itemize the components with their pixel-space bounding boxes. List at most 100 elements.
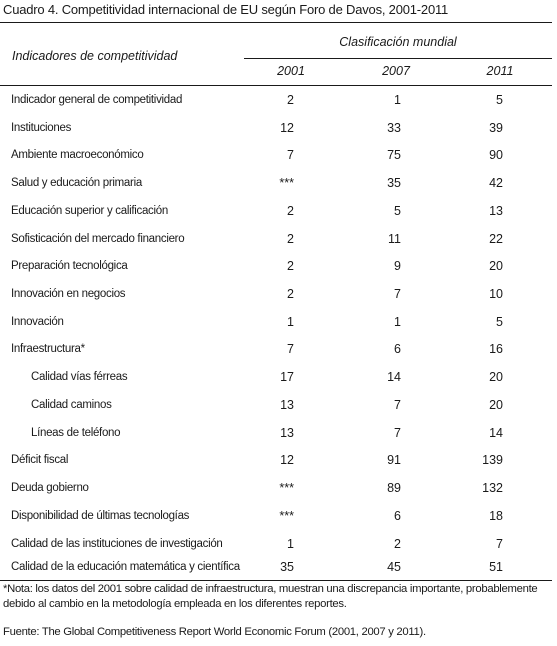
cell-2011: 20 [489,259,503,274]
cell-2001: 2 [287,203,294,218]
cell-2011: 39 [489,120,503,135]
cell-2007: 5 [394,203,401,218]
table-row: Instituciones 12 33 39 [0,116,552,144]
row-label: Calidad de la educación matemática y cie… [11,561,240,574]
year-header-2011: 2011 [486,64,514,78]
cell-2007: 14 [387,370,401,385]
table-row: Líneas de teléfono 13 7 14 [0,421,552,449]
cell-2011: 90 [489,148,503,163]
table-row: Infraestructura* 7 6 16 [0,337,552,365]
table-row: Innovación 1 1 5 [0,310,552,338]
cell-2001: 12 [280,120,294,135]
cell-2001: 2 [287,259,294,274]
table-body: Indicador general de competitividad 2 1 5 In… [0,88,552,587]
table-row: Calidad caminos 13 7 20 [0,393,552,421]
cell-2011: 22 [489,231,503,246]
table-row: Deuda gobierno *** 89 132 [0,476,552,504]
row-label: Disponibilidad de últimas tecnologías [11,509,190,522]
cell-2011: 5 [496,93,503,107]
cell-2001: 2 [287,231,294,246]
row-label: Líneas de teléfono [31,426,121,439]
table-row: Calidad vías férreas 17 14 20 [0,365,552,393]
row-label: Instituciones [11,121,72,134]
cell-2001: 1 [287,536,294,551]
top-rule [0,22,552,23]
cell-2001: 13 [280,397,294,412]
cell-2011: 18 [489,508,503,523]
table-row: Educación superior y calificación 2 5 13 [0,199,552,227]
cell-2011: 10 [489,287,503,302]
table-source: Fuente: The Global Competitiveness Repor… [3,626,426,638]
cell-2007: 7 [394,425,401,440]
row-label: Deuda gobierno [11,482,89,495]
table-row: Déficit fiscal 12 91 139 [0,448,552,476]
classification-rule [244,58,552,59]
row-label: Calidad de las instituciones de investig… [11,537,223,550]
cell-2001: 7 [287,148,294,163]
row-label: Déficit fiscal [11,454,69,467]
cell-2011: 7 [496,536,503,551]
year-header-2007: 2007 [382,64,410,78]
table-row: Calidad de la educación matemática y cie… [0,559,552,587]
table-row: Ambiente macroeconómico 7 75 90 [0,143,552,171]
row-label: Innovación [11,315,64,328]
row-label: Sofisticación del mercado financiero [11,232,185,245]
cell-2007: 7 [394,287,401,302]
table-row: Indicador general de competitividad 2 1 5 [0,88,552,116]
cell-2007: 75 [387,148,401,163]
table-row: Calidad de las instituciones de investig… [0,532,552,560]
cell-2001: 7 [287,342,294,357]
table-title: Cuadro 4. Competitividad internacional d… [3,2,449,17]
row-label: Calidad vías férreas [31,371,128,384]
cell-2001: 17 [280,370,294,385]
cell-2007: 6 [394,508,401,523]
cell-2001: *** [279,176,294,191]
cell-2011: 13 [489,203,503,218]
cell-2001: 1 [287,314,294,329]
cell-2007: 1 [394,93,401,107]
row-label: Salud y educación primaria [11,177,142,190]
cell-2007: 7 [394,397,401,412]
table-row: Salud y educación primaria *** 35 42 [0,171,552,199]
table-note: *Nota: los datos del 2001 sobre calidad … [3,583,538,610]
cell-2007: 89 [387,481,401,496]
cell-2007: 9 [394,259,401,274]
row-label: Ambiente macroeconómico [11,149,144,162]
cell-2001: 13 [280,425,294,440]
row-label: Preparación tecnológica [11,260,128,273]
table-row: Disponibilidad de últimas tecnologías ***… [0,504,552,532]
cell-2001: 35 [280,560,294,575]
bottom-rule [0,580,552,581]
table-row: Sofisticación del mercado financiero 2 11 2… [0,227,552,255]
cell-2001: 2 [287,93,294,107]
table-row: Innovación en negocios 2 7 10 [0,282,552,310]
cell-2007: 2 [394,536,401,551]
table-row: Preparación tecnológica 2 9 20 [0,254,552,282]
cell-2011: 5 [496,314,503,329]
cell-2011: 51 [489,560,503,575]
cell-2001: *** [279,508,294,523]
cell-2007: 33 [387,120,401,135]
cell-2011: 42 [489,176,503,191]
row-label: Indicador general de competitividad [11,94,183,106]
classification-header: Clasificación mundial [339,35,457,49]
cell-2011: 20 [489,370,503,385]
cell-2007: 6 [394,342,401,357]
cell-2011: 20 [489,397,503,412]
indicators-header: Indicadores de competitividad [12,49,178,63]
row-label: Innovación en negocios [11,288,126,301]
cell-2011: 16 [489,342,503,357]
cell-2007: 91 [387,453,401,468]
cell-2007: 11 [388,231,401,246]
row-label: Educación superior y calificación [11,204,168,217]
cell-2001: 2 [287,287,294,302]
cell-2011: 132 [482,481,503,496]
row-label: Calidad caminos [31,398,112,411]
cell-2007: 35 [387,176,401,191]
cell-2007: 45 [387,560,401,575]
year-header-2001: 2001 [277,64,305,78]
cell-2001: 12 [280,453,294,468]
cell-2001: *** [279,481,294,496]
row-label: Infraestructura* [11,343,85,356]
header-rule [0,85,552,86]
